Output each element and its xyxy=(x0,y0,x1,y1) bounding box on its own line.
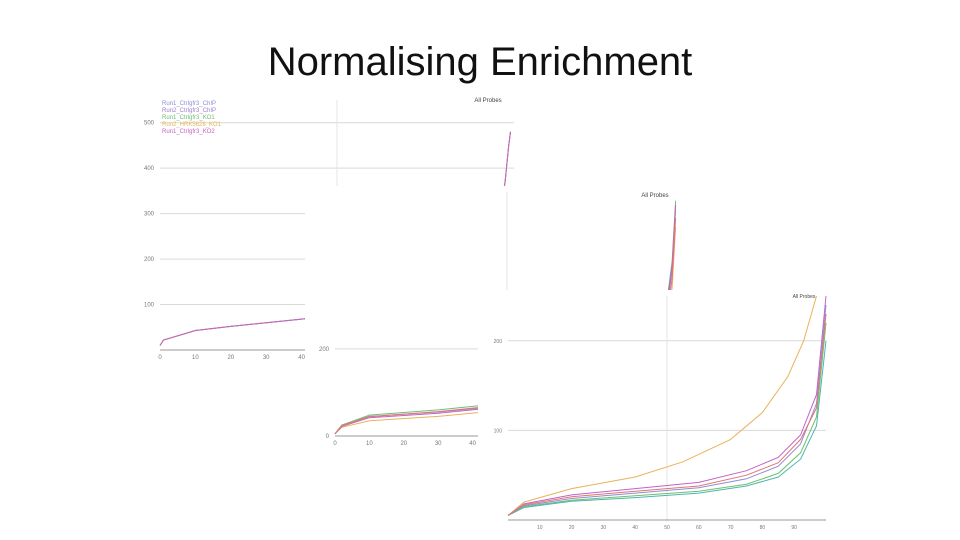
x-tick-label: 30 xyxy=(263,355,270,361)
x-tick-label: 90 xyxy=(791,525,797,531)
x-tick-label: 20 xyxy=(569,525,575,531)
chart-panel-3: 100 200 10 20 30 40 50 60 70 80 90 All Probes xyxy=(478,290,830,536)
x-tick-label: 40 xyxy=(298,355,305,361)
legend-entry: Run2_HRK5628_KO1 xyxy=(162,122,222,128)
x-tick-label: 0 xyxy=(158,355,162,361)
y-tick-label: 200 xyxy=(144,257,155,263)
legend-entry: Run1_Ctrlgfr3_KO1 xyxy=(162,115,215,121)
legend-entry: Run1_Ctrlgfr3_KO2 xyxy=(162,129,215,135)
x-tick-label: 30 xyxy=(601,525,607,531)
y-tick-label: 200 xyxy=(494,339,503,345)
series-line xyxy=(507,322,827,516)
x-tick-label: 10 xyxy=(537,525,543,531)
x-tick-label: 20 xyxy=(400,441,407,447)
y-tick-label: 200 xyxy=(319,347,330,353)
y-tick-label: 100 xyxy=(144,303,155,309)
x-tick-label: 20 xyxy=(227,355,234,361)
x-tick-label: 0 xyxy=(333,441,337,447)
y-tick-label: 300 xyxy=(144,212,155,218)
y-tick-label: 400 xyxy=(144,166,155,172)
y-tick-label: 100 xyxy=(494,428,503,434)
series-line xyxy=(507,295,827,516)
series-line xyxy=(507,313,827,516)
slide-title: Normalising Enrichment xyxy=(267,40,693,84)
chart-title: All Probes xyxy=(641,193,668,199)
x-tick-label: 10 xyxy=(366,441,373,447)
chart-3: 100 200 10 20 30 40 50 60 70 80 90 All Probes xyxy=(494,294,827,531)
x-tick-label: 40 xyxy=(469,441,476,447)
legend-entry: Run2_Ctrlgfr3_ChIP xyxy=(162,108,216,114)
chart-title: All Probes xyxy=(474,98,501,104)
series-line xyxy=(507,340,827,516)
x-tick-label: 50 xyxy=(664,525,670,531)
x-tick-label: 70 xyxy=(728,525,734,531)
x-tick-label: 40 xyxy=(632,525,638,531)
x-tick-label: 30 xyxy=(435,441,442,447)
legend-entry: Run1_Ctrlgfr3_ChIP xyxy=(162,101,216,107)
x-tick-label: 10 xyxy=(192,355,199,361)
chart-title: All Probes xyxy=(793,294,816,300)
series-line xyxy=(507,295,817,516)
y-tick-label: 0 xyxy=(326,434,330,440)
y-tick-label: 500 xyxy=(144,121,155,127)
x-tick-label: 60 xyxy=(696,525,702,531)
x-tick-label: 80 xyxy=(760,525,766,531)
